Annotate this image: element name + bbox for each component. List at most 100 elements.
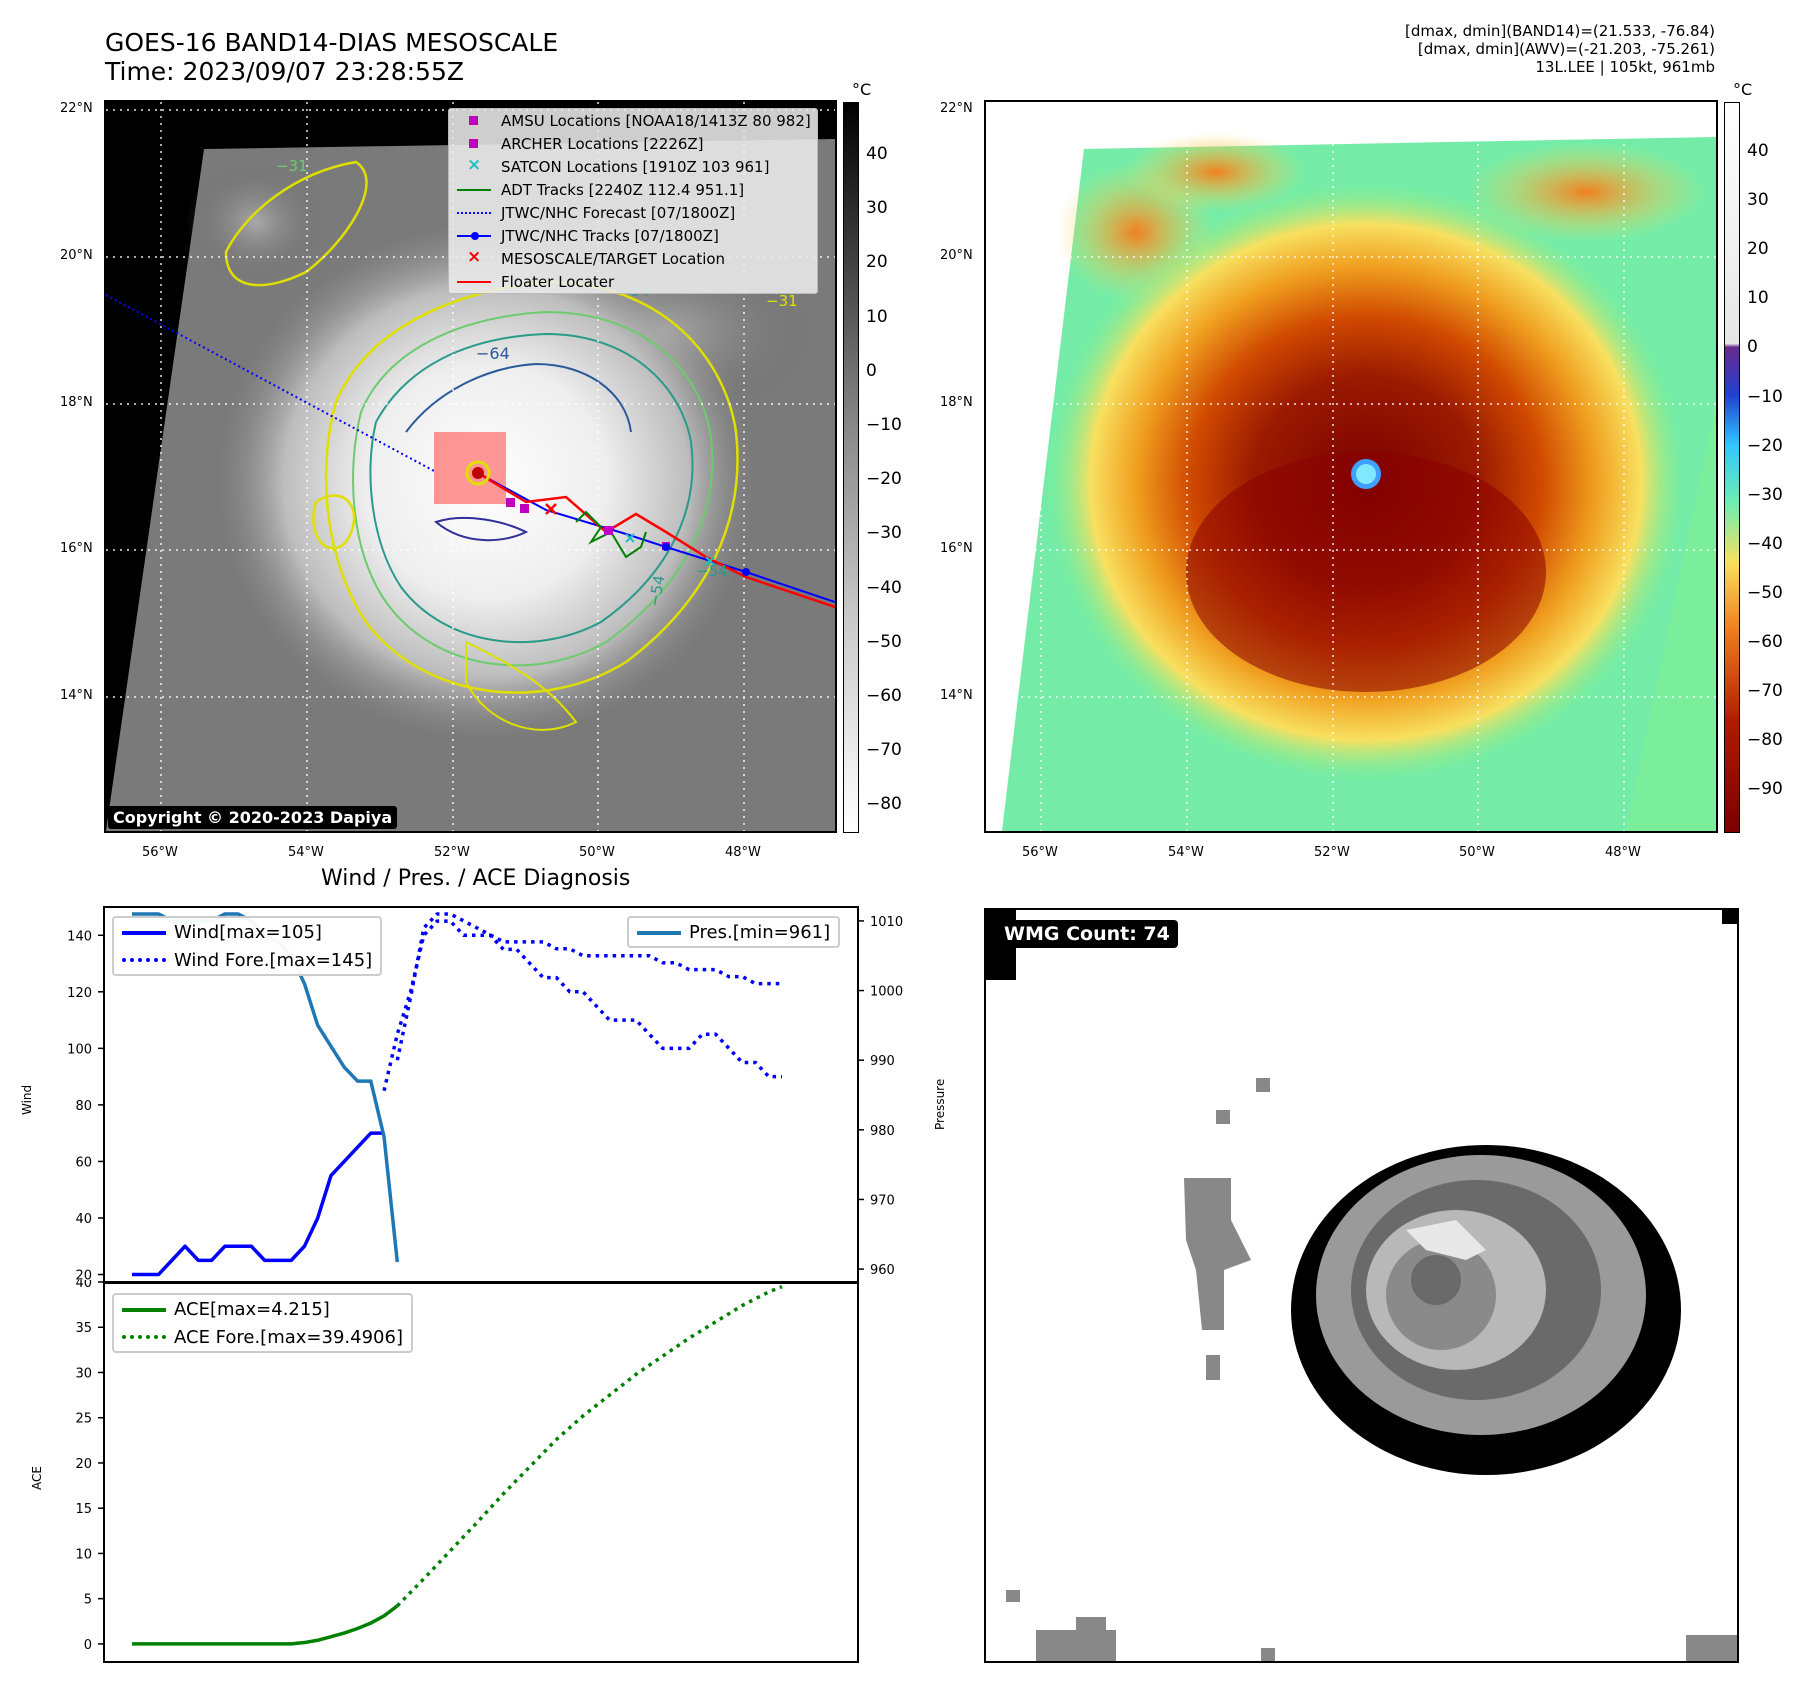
legend-item-wind-forecast: Wind Fore.[max=145]	[114, 946, 380, 974]
awv-map-panel	[984, 100, 1718, 833]
colorbar-tick-label: 0	[1747, 337, 1758, 358]
lon-label-50w: 50°W	[579, 845, 615, 860]
ace-chart: 0 5 10 15 20 25 30 35 40	[75, 1280, 859, 1663]
legend-item-forecast: JTWC/NHC Forecast [07/1800Z]	[449, 201, 817, 224]
info-line-awv: [dmax, dmin](AWV)=(-21.203, -75.261)	[1417, 40, 1715, 58]
colorbar-tick-label: 20	[866, 252, 888, 273]
info-line-band14: [dmax, dmin](BAND14)=(21.533, -76.84)	[1404, 22, 1715, 40]
colorbar-tick-label: 40	[1747, 141, 1769, 161]
legend-label: JTWC/NHC Tracks [07/1800Z]	[501, 226, 719, 245]
colorbar-tick-label: 0	[866, 360, 877, 381]
figure-title: GOES-16 BAND14-DIAS MESOSCALE	[105, 28, 559, 57]
wind-ytick-label: 120	[67, 986, 92, 1001]
wind-ytick-label: 100	[67, 1042, 92, 1057]
wind-legend: Wind[max=105] Wind Fore.[max=145]	[112, 916, 383, 976]
figure-time: Time: 2023/09/07 23:28:55Z	[105, 57, 464, 86]
colorbar-tick-label: −20	[866, 469, 902, 490]
legend-item-ace: ACE[max=4.215]	[114, 1295, 411, 1323]
legend-label: ACE Fore.[max=39.4906]	[174, 1326, 403, 1348]
legend-item-adt: ADT Tracks [2240Z 112.4 951.1]	[449, 178, 817, 201]
lon-label-56w: 56°W	[142, 845, 178, 860]
colorbar-tick-label: 40	[866, 144, 888, 164]
info-line-storm: 13L.LEE | 105kt, 961mb	[1535, 58, 1715, 76]
lat-label-20n: 20°N	[60, 248, 93, 263]
legend-label: ACE[max=4.215]	[174, 1298, 330, 1320]
awv-lon-label-54w: 54°W	[1168, 845, 1204, 860]
colorbar-tick-label: −50	[866, 631, 902, 652]
ace-legend: ACE[max=4.215] ACE Fore.[max=39.4906]	[112, 1293, 413, 1353]
copyright-badge: Copyright © 2020-2023 Dapiya	[108, 806, 398, 829]
green-line-icon	[449, 178, 501, 201]
lat-label-16n: 16°N	[60, 541, 93, 556]
pressure-ytick-label: 970	[870, 1193, 895, 1208]
legend-label: Wind Fore.[max=145]	[174, 949, 373, 971]
ace-ytick-label: 25	[75, 1412, 92, 1427]
ace-ytick-label: 20	[75, 1457, 92, 1472]
colorbar-tick-label: −30	[1747, 484, 1783, 505]
wind-ytick-label: 40	[75, 1212, 92, 1227]
colorbar-tick-label: −10	[1747, 386, 1783, 407]
awv-lon-label-48w: 48°W	[1605, 845, 1641, 860]
legend-label: Wind[max=105]	[174, 921, 322, 943]
legend-label: Pres.[min=961]	[689, 921, 831, 943]
legend-label: MESOSCALE/TARGET Location	[501, 249, 726, 268]
pressure-ytick-label: 960	[870, 1263, 895, 1278]
pressure-ytick-label: 990	[870, 1054, 895, 1069]
series-line-1	[382, 919, 782, 1092]
legend-label: SATCON Locations [1910Z 103 961]	[501, 157, 770, 176]
contour-label-6: −54	[696, 562, 728, 580]
steelblue-line-icon	[629, 918, 689, 946]
wind-ytick-label: 60	[75, 1155, 92, 1170]
pressure-ytick-label: 1000	[870, 985, 903, 1000]
lon-label-54w: 54°W	[288, 845, 324, 860]
colorbar-tick-label: −40	[1747, 533, 1783, 554]
awv-lat-label-20n: 20°N	[940, 248, 973, 263]
colorbar-tick-label: −70	[866, 740, 902, 761]
legend-item-amsu: AMSU Locations [NOAA18/1413Z 80 982]	[449, 109, 817, 132]
red-line-icon	[449, 270, 501, 293]
awv-lon-label-52w: 52°W	[1314, 845, 1350, 860]
blue-line-dot-icon	[449, 224, 501, 247]
legend-label: AMSU Locations [NOAA18/1413Z 80 982]	[501, 111, 811, 130]
colorbar-tick-label: −90	[1747, 779, 1783, 800]
ace-ytick-label: 5	[84, 1593, 92, 1608]
contour-label-1: −64	[476, 344, 510, 363]
ace-series-line-0	[132, 1604, 399, 1646]
legend-label: Floater Locater	[501, 272, 615, 291]
lon-label-52w: 52°W	[434, 845, 470, 860]
awv-colorbar-unit: °C	[1733, 80, 1753, 99]
lat-label-18n: 18°N	[60, 395, 93, 410]
colorbar-tick-label: −30	[866, 523, 902, 544]
ace-ytick-label: 10	[75, 1547, 92, 1562]
wmg-count-badge: WMG Count: 74	[996, 920, 1178, 948]
ace-ytick-label: 35	[75, 1321, 92, 1336]
legend-label: JTWC/NHC Forecast [07/1800Z]	[501, 203, 736, 222]
legend-item-satcon: × SATCON Locations [1910Z 103 961]	[449, 155, 817, 178]
ace-plot-frame	[103, 1281, 859, 1663]
magenta-square-icon	[449, 109, 501, 132]
blue-line-icon	[114, 918, 174, 946]
wind-axis-label: Wind	[20, 1084, 34, 1115]
awv-lat-label-16n: 16°N	[940, 541, 973, 556]
blue-dotted-line-icon	[449, 201, 501, 224]
colorbar-tick-label: 10	[866, 306, 888, 327]
colorbar-tick-label: −10	[866, 415, 902, 435]
colorbar-tick-label: −20	[1747, 435, 1783, 456]
cyan-x-icon: ×	[467, 155, 482, 175]
contour-label-5: −31	[766, 292, 798, 310]
map-legend: AMSU Locations [NOAA18/1413Z 80 982] ARC…	[448, 108, 818, 294]
awv-map-image	[986, 102, 1716, 831]
legend-item-ace-forecast: ACE Fore.[max=39.4906]	[114, 1323, 411, 1351]
ace-ytick-label: 40	[75, 1280, 92, 1291]
legend-item-target: × MESOSCALE/TARGET Location	[449, 247, 817, 270]
diagnosis-title: Wind / Pres. / ACE Diagnosis	[321, 866, 631, 891]
ace-ytick-label: 15	[75, 1502, 92, 1517]
awv-lat-label-22n: 22°N	[940, 101, 973, 116]
colorbar-tick-label: −50	[1747, 582, 1783, 603]
colorbar-tick-label: −60	[1747, 632, 1783, 652]
colorbar-tick-label: −60	[866, 686, 902, 706]
ir-colorbar	[843, 102, 859, 833]
colorbar-tick-label: 20	[1747, 239, 1769, 260]
wind-ytick-label: 20	[75, 1269, 92, 1284]
green-dotted-line-icon	[114, 1323, 174, 1351]
